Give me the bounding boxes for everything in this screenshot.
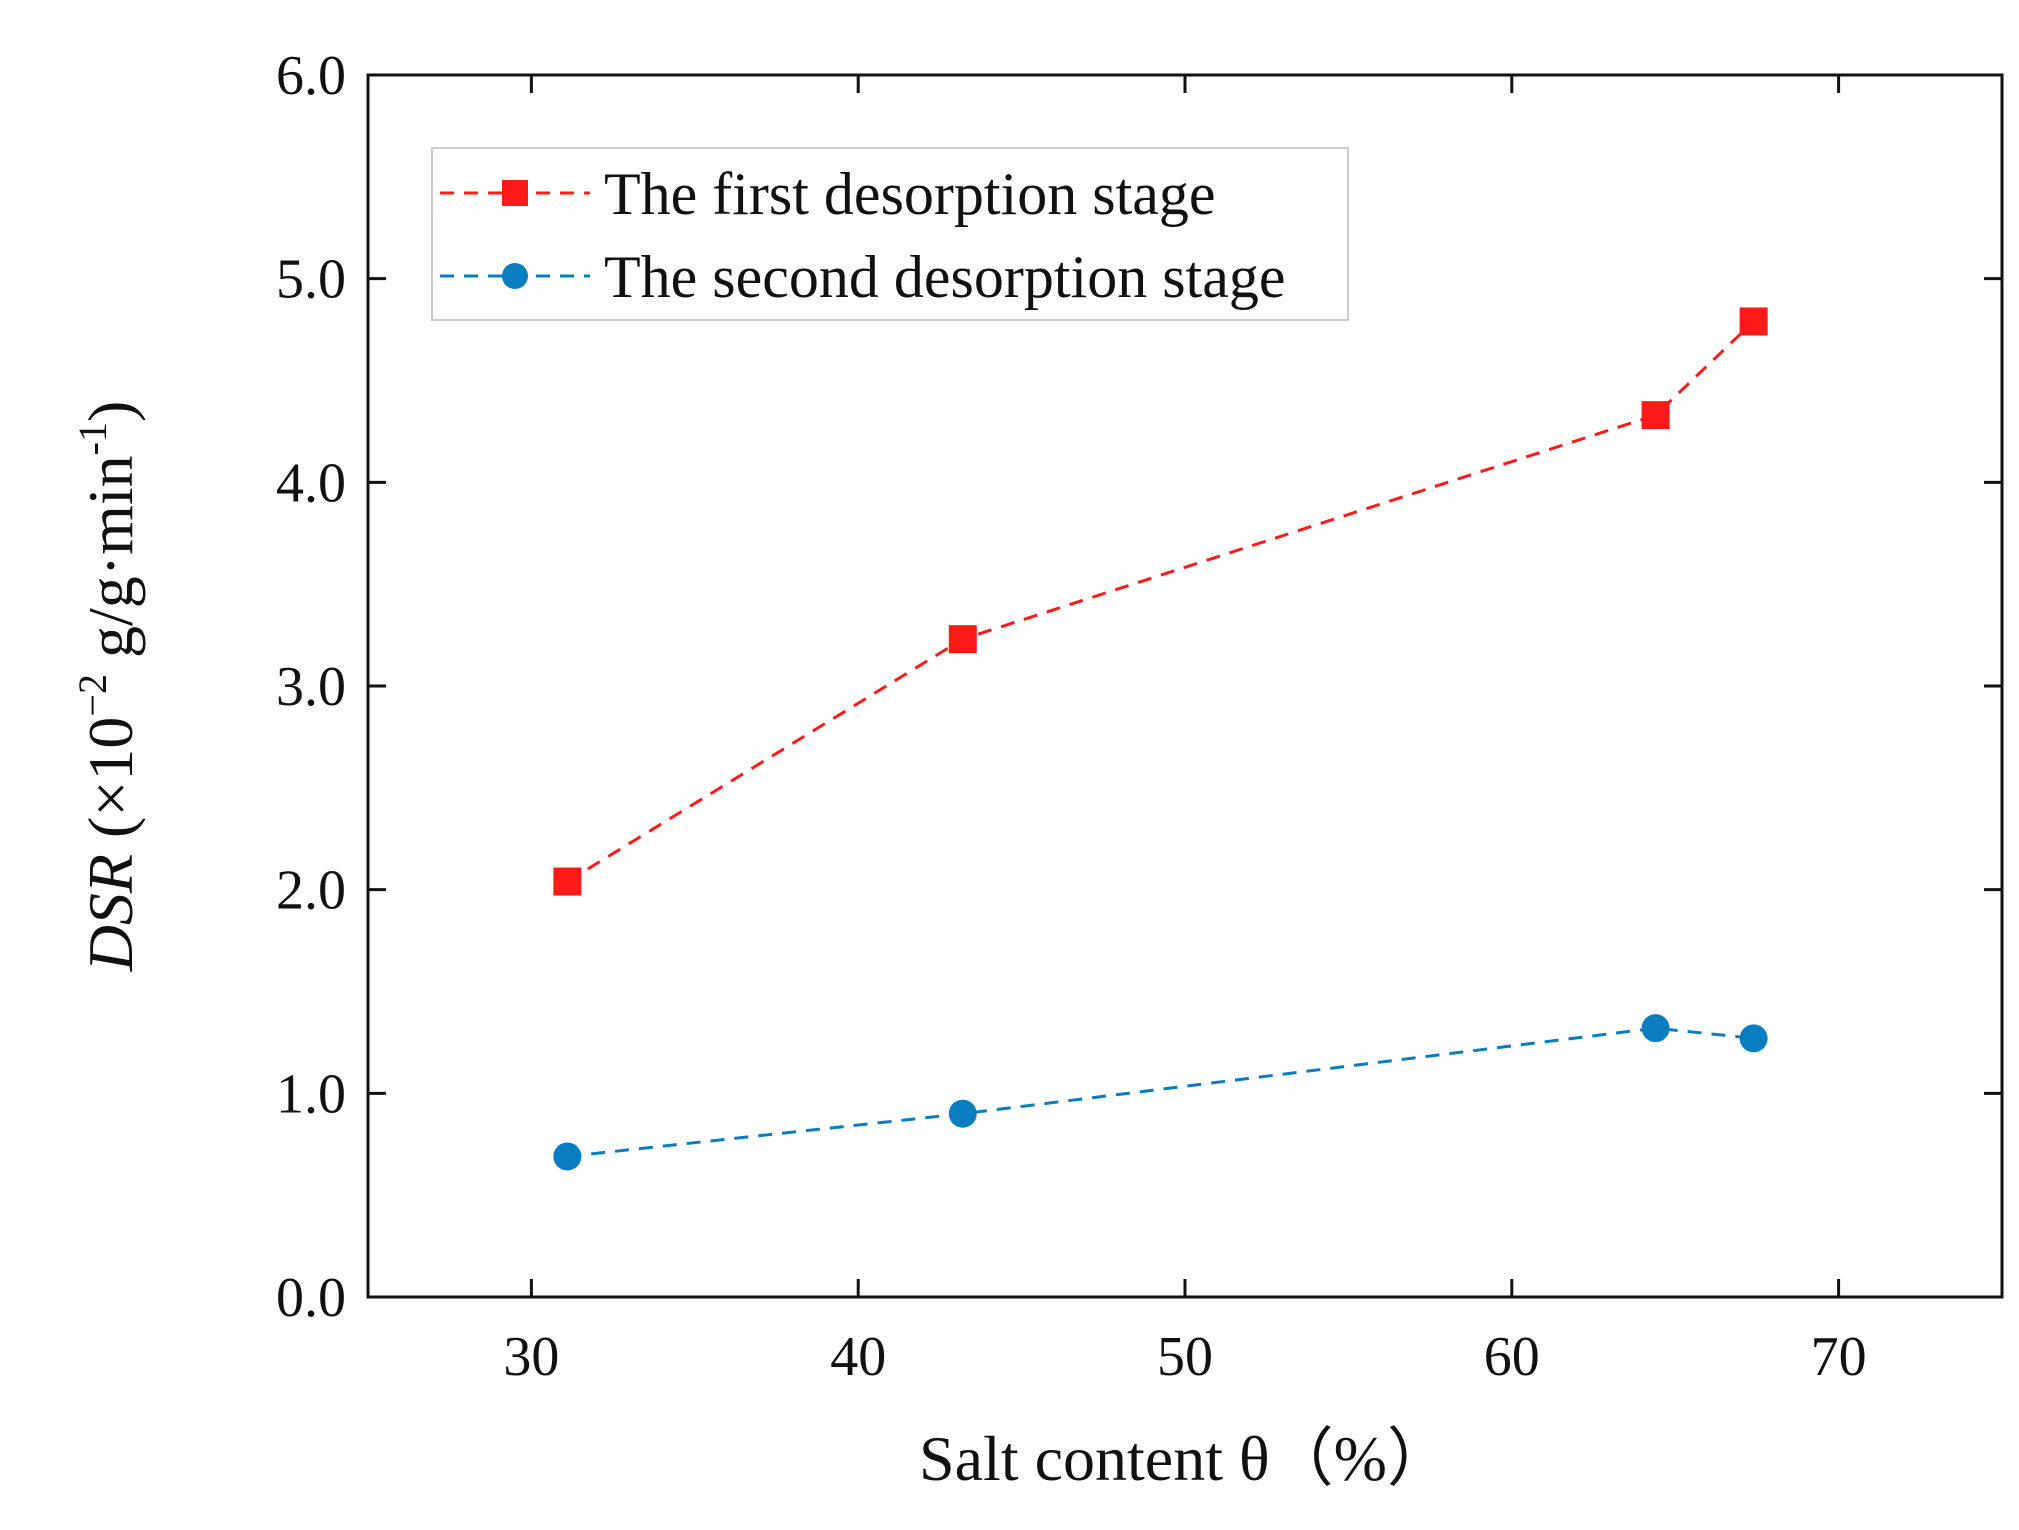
legend-label-first: The first desorption stage — [604, 161, 1216, 227]
legend-box — [431, 147, 1349, 321]
x-tick-label: 70 — [1811, 1326, 1867, 1388]
y-axis-title-open: (×10 — [75, 717, 146, 854]
legend-marker-second — [502, 263, 528, 289]
legend: The first desorption stage The second de… — [431, 147, 1349, 321]
y-tick-label: 4.0 — [276, 452, 346, 514]
y-tick-label: 5.0 — [276, 249, 346, 311]
legend-label-second: The second desorption stage — [604, 244, 1285, 310]
y-axis-title-exp2: -1 — [70, 422, 115, 455]
y-tick-label: 3.0 — [276, 656, 346, 718]
y-axis-title-exp1: −2 — [70, 674, 115, 717]
x-tick-label: 40 — [830, 1326, 886, 1388]
data-point-second-stage — [948, 1099, 977, 1128]
y-axis-title: DSR (×10−2 g/g·min-1) — [70, 401, 146, 973]
series — [553, 307, 1768, 1171]
ticks — [368, 73, 2002, 1299]
data-point-second-stage — [1739, 1024, 1768, 1053]
y-tick-label: 1.0 — [276, 1063, 346, 1125]
series-line-1 — [566, 320, 1755, 883]
x-tick-labels: 30 40 50 60 70 — [503, 1326, 1866, 1388]
y-tick-label: 2.0 — [276, 860, 346, 922]
data-point-first-stage — [1739, 307, 1768, 336]
legend-marker-first — [502, 180, 528, 206]
x-tick-label: 60 — [1484, 1326, 1540, 1388]
data-point-second-stage — [553, 1142, 582, 1171]
data-point-first-stage — [948, 625, 977, 654]
x-tick-label: 50 — [1157, 1326, 1213, 1388]
data-point-first-stage — [1641, 401, 1670, 430]
y-tick-label: 0.0 — [276, 1267, 346, 1329]
y-axis-title-unit: g/g·min — [75, 455, 146, 674]
data-point-first-stage — [553, 867, 582, 896]
series-line-2 — [567, 1026, 1754, 1158]
data-point-second-stage — [1641, 1014, 1670, 1043]
y-tick-label: 6.0 — [276, 45, 346, 107]
x-tick-label: 30 — [503, 1326, 559, 1388]
y-axis-title-symbol: DSR — [75, 854, 146, 972]
y-tick-labels: 0.0 1.0 2.0 3.0 4.0 5.0 6.0 — [276, 45, 346, 1329]
y-axis-title-close: ) — [75, 401, 146, 422]
x-axis-title: Salt content θ（%） — [919, 1423, 1451, 1494]
